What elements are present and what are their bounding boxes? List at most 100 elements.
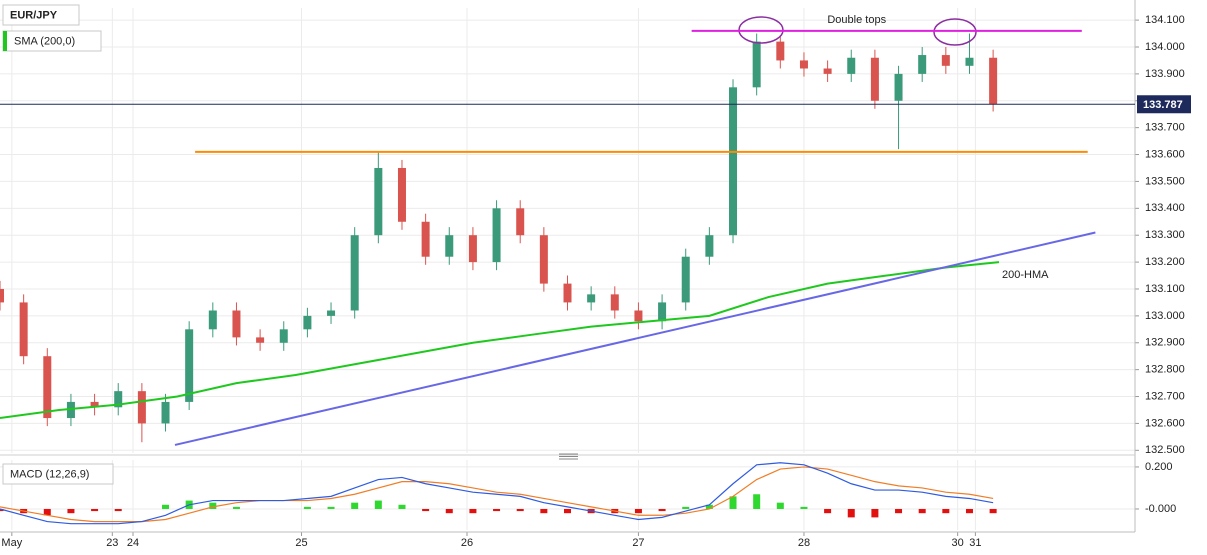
histogram-bar: [469, 508, 477, 514]
plot: [0, 33, 1000, 525]
legend-label: SMA (200,0): [14, 35, 75, 47]
y-tick-label: 133.700: [1145, 122, 1185, 134]
y-tick-label: 133.600: [1145, 148, 1185, 160]
candle-body: [894, 73, 903, 101]
candle-body: [397, 167, 406, 222]
candle-body: [421, 221, 430, 257]
candle-body: [705, 235, 714, 257]
x-tick-label: 27: [632, 537, 644, 549]
candle-body: [327, 310, 336, 316]
histogram-bar: [682, 506, 690, 509]
candle-body: [445, 235, 454, 257]
histogram-bar: [895, 508, 903, 514]
candle-body: [185, 329, 194, 402]
candle-body: [114, 391, 123, 408]
y-tick-label: 133.100: [1145, 283, 1185, 295]
histogram-bar: [209, 502, 217, 509]
histogram-bar: [989, 508, 997, 514]
candle-body: [374, 167, 383, 236]
histogram-bar: [540, 508, 548, 514]
histogram-bar: [800, 506, 808, 509]
candle-body: [776, 41, 785, 61]
histogram-bar: [374, 500, 382, 509]
y-tick-label: 134.000: [1145, 41, 1185, 53]
histogram-bar: [871, 508, 879, 518]
histogram-bar: [824, 508, 832, 514]
histogram-bar: [965, 508, 973, 514]
histogram-bar: [351, 502, 359, 509]
top-marker: [933, 18, 977, 46]
histogram-bar: [847, 508, 855, 518]
candle-body: [279, 329, 288, 343]
x-tick-label: 25: [295, 537, 307, 549]
histogram-bar: [942, 508, 950, 514]
x-tick-label: May: [1, 537, 22, 549]
y-tick-label: 133.300: [1145, 229, 1185, 241]
y-tick-label: 132.500: [1145, 444, 1185, 456]
histogram-bar: [918, 508, 926, 514]
candle-body: [516, 208, 525, 236]
macd-line: [0, 462, 994, 525]
candle-body: [752, 41, 761, 88]
candle-body: [43, 356, 52, 419]
y-tick-label: 132.700: [1145, 390, 1185, 402]
histogram-bar: [422, 508, 430, 512]
y-tick-label: 132.800: [1145, 364, 1185, 376]
drawn-line: [174, 231, 1096, 446]
candle-body: [681, 256, 690, 303]
x-tick-label: 30: [952, 537, 964, 549]
candle-body: [208, 310, 217, 330]
x-tick-label: 26: [461, 537, 473, 549]
y-tick-label: 133.500: [1145, 175, 1185, 187]
last-price-box: [1137, 95, 1191, 114]
candle-body: [870, 57, 879, 101]
histogram-bar: [162, 504, 170, 509]
histogram-bar: [705, 504, 713, 509]
histogram-bar: [634, 508, 642, 514]
candle-body: [587, 294, 596, 303]
x-tick-label: 24: [127, 537, 139, 549]
candle-body: [989, 57, 998, 105]
candle-body: [90, 401, 99, 408]
candle-body: [303, 315, 312, 330]
histogram-bar: [564, 508, 571, 514]
separator-handle: [559, 453, 578, 460]
histogram-bar: [43, 508, 51, 516]
histogram-bar: [445, 508, 453, 514]
candle-body: [539, 235, 548, 284]
histogram-bar: [114, 508, 122, 512]
candle-body: [965, 57, 974, 66]
line-annotation: 200-HMA: [1002, 269, 1049, 281]
histogram-bar: [327, 506, 335, 509]
histogram-bar: [516, 508, 524, 512]
candle-body: [823, 68, 832, 74]
moving-average: [0, 261, 1000, 420]
histogram-bar: [729, 496, 737, 509]
candle-body: [256, 337, 265, 343]
candle-body: [847, 57, 856, 74]
last-price-label: 133.787: [1143, 99, 1183, 111]
candle-body: [563, 283, 572, 303]
candle-body: [350, 235, 359, 311]
legend-box: [2, 463, 114, 485]
candle-body: [610, 294, 619, 311]
histogram-bar: [493, 508, 501, 512]
candle-body: [658, 302, 667, 322]
histogram-bar: [232, 506, 240, 509]
histogram-bar: [753, 494, 761, 509]
candle-body: [66, 401, 75, 419]
y-tick-label: 134.100: [1145, 14, 1185, 26]
grid: 132.500 132.600 132.700 132.800 132.900 133.0…: [0, 8, 1185, 549]
y-tick-label: 133.400: [1145, 202, 1185, 214]
histogram-bar: [398, 504, 406, 509]
annotations: 200-HMA Double tops 133.787: [0, 14, 1191, 446]
candle-body: [161, 401, 170, 424]
candle-body: [941, 55, 950, 66]
candle-body: [19, 302, 28, 357]
histogram-bar: [658, 508, 666, 512]
legend-box: [2, 4, 80, 26]
candle-body: [799, 60, 808, 69]
candle-body: [0, 288, 4, 303]
